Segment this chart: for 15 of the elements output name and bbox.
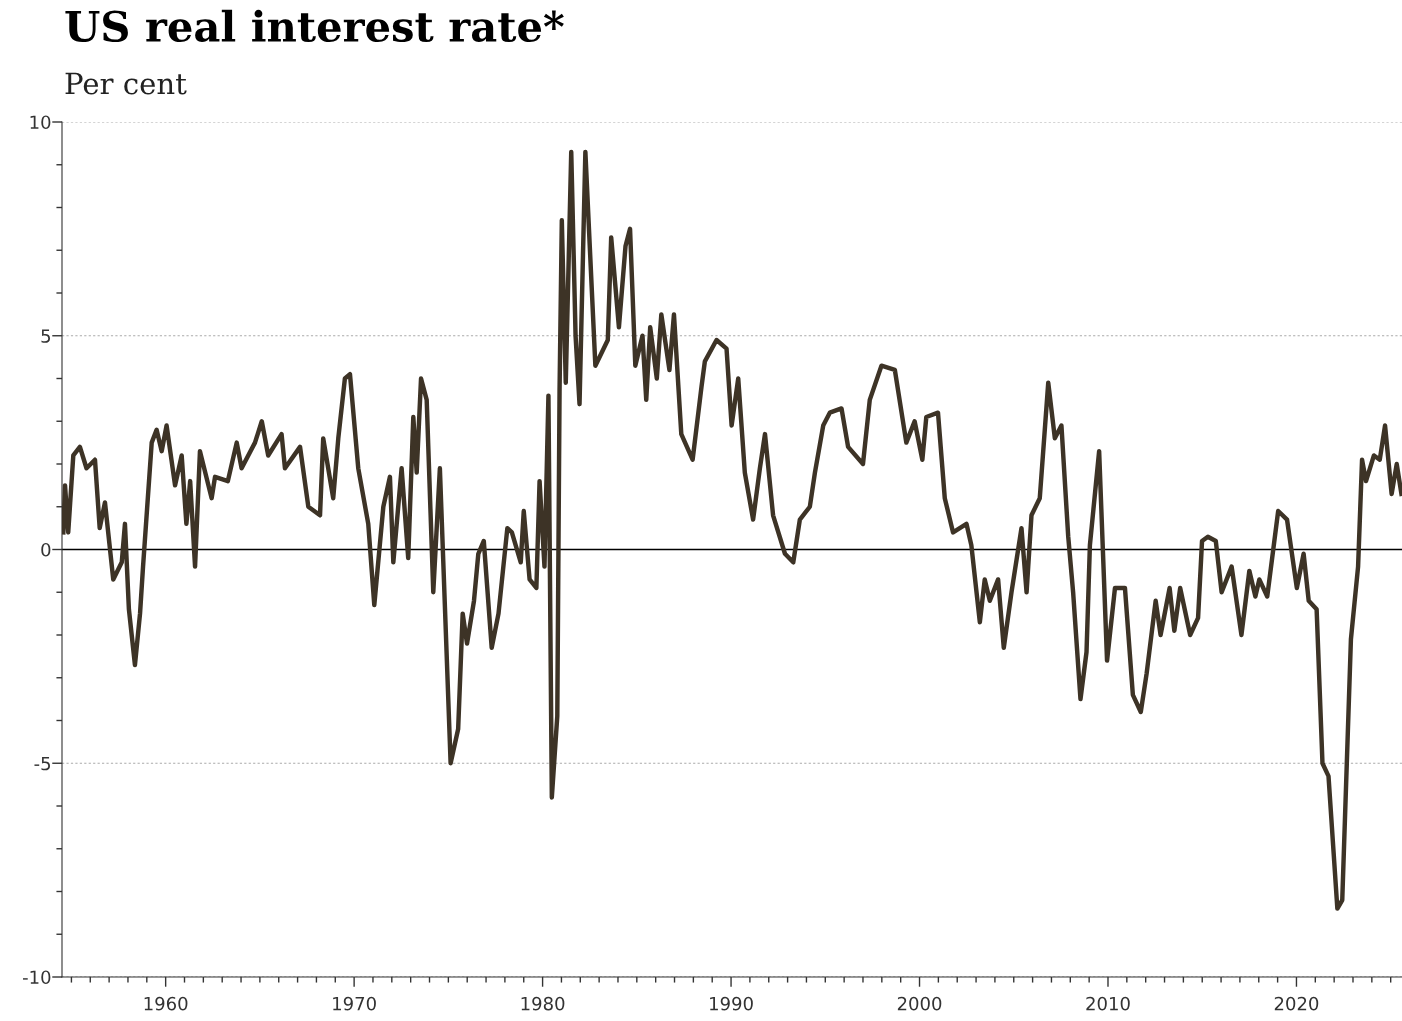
x-tick-label: 1960 — [144, 996, 188, 1011]
x-tick-label: 1980 — [521, 996, 565, 1011]
y-tick-label: 5 — [41, 329, 51, 343]
x-tick-label: 1970 — [333, 996, 376, 1011]
x-tick-label: 2020 — [1274, 996, 1319, 1011]
chart-title: US real interest rate* — [65, 9, 564, 43]
x-tick-label: 2010 — [1086, 996, 1130, 1011]
y-tick-label: -5 — [34, 756, 51, 771]
y-tick-label: -10 — [22, 970, 51, 985]
chart-subtitle: Per cent — [65, 72, 187, 95]
x-tick-label: 2000 — [897, 996, 942, 1011]
y-tick-label: 10 — [30, 115, 51, 130]
y-tick-label: 0 — [41, 542, 51, 557]
line-series — [62, 149, 1402, 911]
x-tick-label: 1990 — [710, 996, 753, 1011]
